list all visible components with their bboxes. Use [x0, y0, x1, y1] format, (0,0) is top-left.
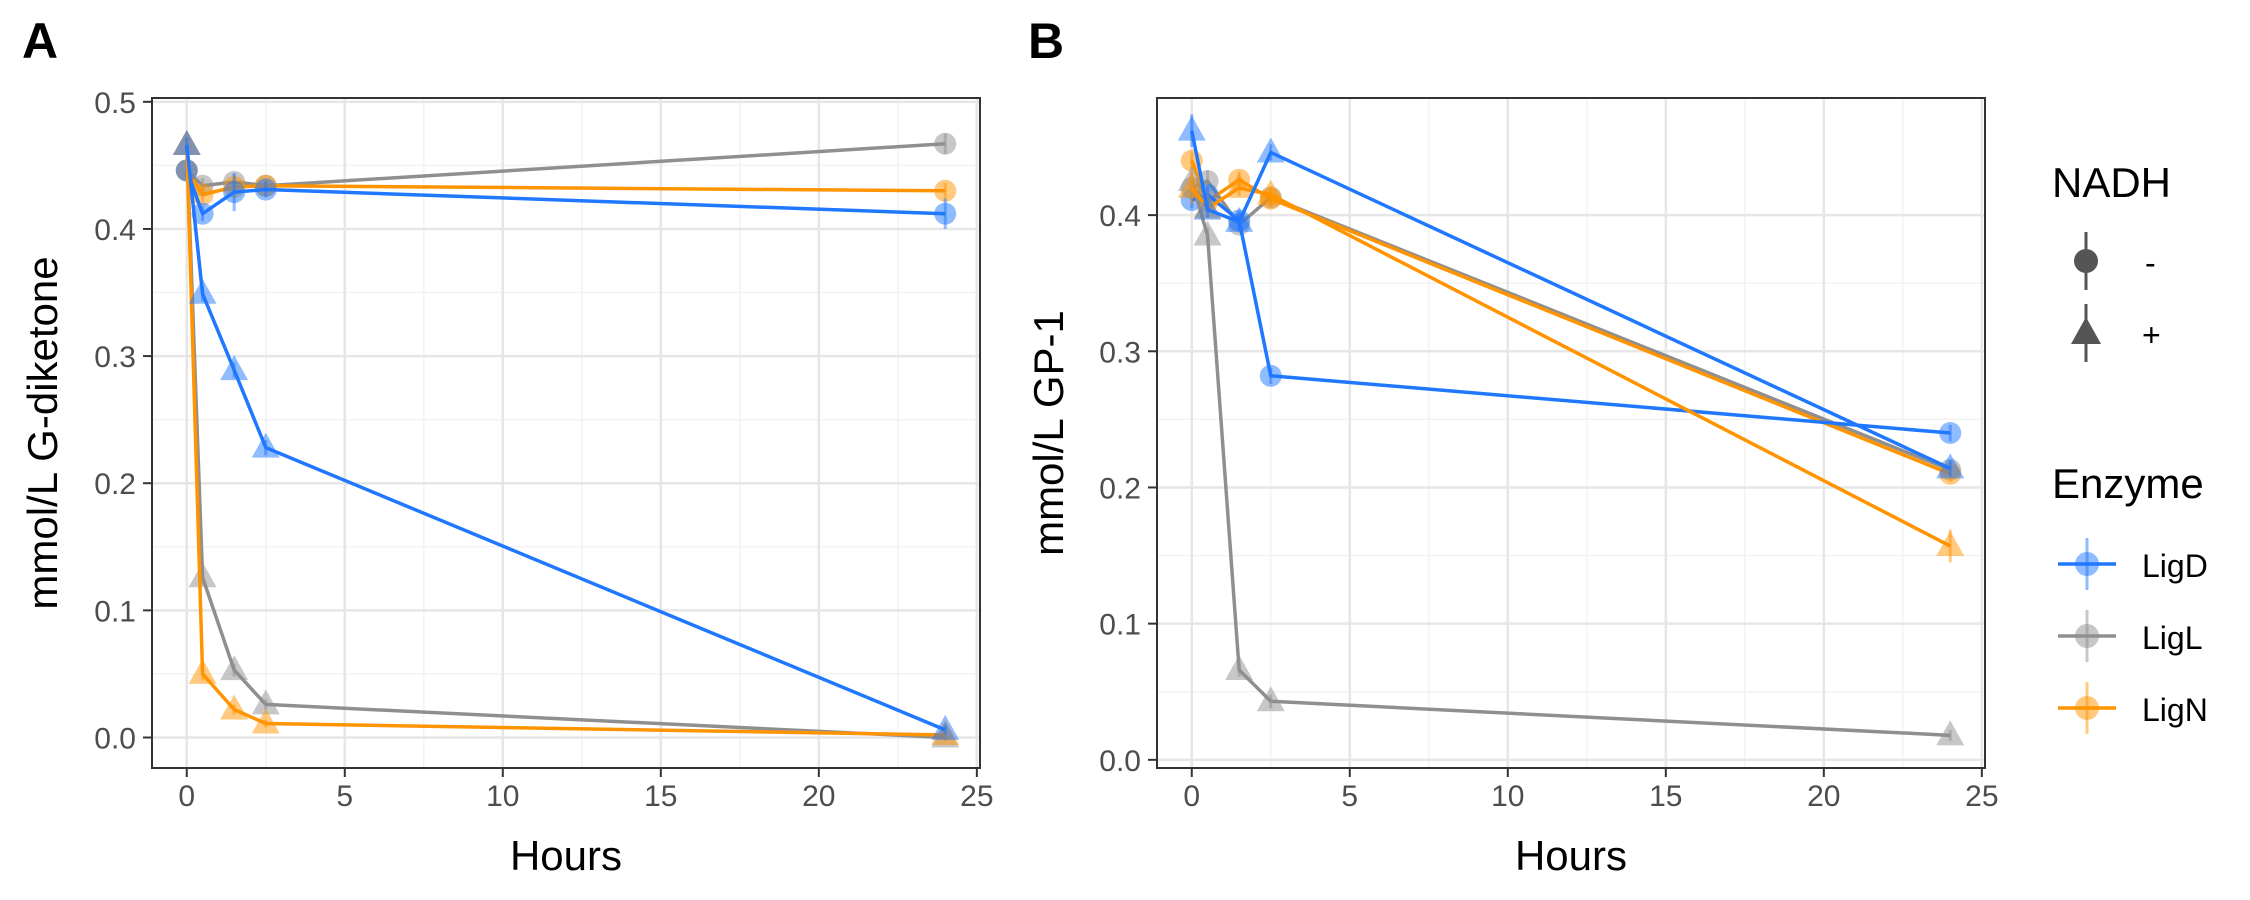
panel-a-x-axis-label: Hours — [510, 832, 622, 879]
panel-b-ligl-nadh-plus-point — [1936, 720, 1965, 746]
panel-a-ligd-nadh-minus-series — [175, 159, 957, 229]
panel-a-y-axis: 0.0 0.1 0.2 0.3 0.4 0.5 — [94, 87, 152, 755]
panel-b-x-tick-label: 5 — [1341, 780, 1358, 813]
legend-lign-circle-icon — [2075, 696, 2099, 720]
panel-a-y-tick-label: 0.4 — [94, 214, 136, 247]
panel-b-x-tick-label: 0 — [1183, 780, 1200, 813]
panel-a-x-tick-label: 5 — [336, 780, 353, 813]
panel-a-x-axis: 0 5 10 15 20 25 — [178, 768, 994, 813]
panel-a-ligl-nadh-plus-line — [185, 144, 946, 740]
panel-b-y-tick-label: 0.4 — [1099, 200, 1141, 233]
legend-ligd-circle-icon — [2075, 552, 2099, 576]
legend-enzyme-item-lign: LigN — [2058, 682, 2208, 734]
panel-b-y-tick-label: 0.0 — [1099, 745, 1141, 778]
legend-enzyme-item-ligl: LigL — [2058, 610, 2203, 662]
legend-circle-icon — [2074, 249, 2098, 273]
panel-a-x-tick-label: 25 — [960, 780, 993, 813]
panel-a-ligd-nadh-plus-series — [172, 130, 960, 740]
panel-b-y-tick-label: 0.1 — [1099, 609, 1141, 642]
panel-b-ligd-nadh-plus-point — [1936, 453, 1965, 479]
legend-triangle-icon — [2071, 317, 2101, 344]
panel-a-ligd-nadh-plus-line — [185, 144, 946, 732]
panel-b-plot-area — [1177, 114, 1965, 746]
legend-nadh-minus-label: - — [2145, 245, 2156, 281]
panel-b-y-axis: 0.0 0.1 0.2 0.3 0.4 — [1099, 200, 1157, 778]
panel-b-x-tick-label: 15 — [1649, 780, 1682, 813]
panel-a-plot-border — [151, 97, 981, 769]
panel-b: B 0 5 10 15 20 25 0.0 0.1 0.2 0.3 0.4 Hours mmol/… — [1025, 13, 1999, 879]
panel-b-lign-nadh-plus-point — [1177, 172, 1206, 198]
panel-b-ligd-nadh-plus-series — [1177, 114, 1965, 479]
panel-a-ligd-nadh-minus-line — [185, 169, 946, 216]
panel-b-y-tick-label: 0.2 — [1099, 472, 1141, 505]
panel-a-y-tick-label: 0.5 — [94, 87, 136, 120]
legend-nadh-plus-label: + — [2142, 317, 2161, 353]
panel-a-y-tick-label: 0.2 — [94, 468, 136, 501]
legend-ligl-circle-icon — [2075, 624, 2099, 648]
panel-a-x-tick-label: 0 — [178, 780, 195, 813]
legend-nadh-item-plus: + — [2071, 304, 2161, 362]
panel-a: A 0 5 10 15 20 25 0.0 0.1 0.2 0.3 0.4 0.5 Hours mm… — [19, 13, 994, 879]
panel-b-ligl-nadh-plus-point — [1256, 686, 1285, 712]
panel-b-y-tick-label: 0.3 — [1099, 336, 1141, 369]
panel-a-lign-nadh-plus-point — [251, 708, 280, 734]
panel-a-x-tick-label: 20 — [802, 780, 835, 813]
panel-b-x-axis: 0 5 10 15 20 25 — [1183, 768, 1999, 813]
panel-b-ligd-nadh-plus-line — [1190, 130, 1951, 470]
legend-ligl-label: LigL — [2142, 620, 2203, 656]
panel-b-x-tick-label: 20 — [1807, 780, 1840, 813]
panel-a-lign-nadh-plus-line — [185, 144, 946, 737]
legend-enzyme-item-ligd: LigD — [2058, 538, 2208, 590]
panel-b-plot-border — [1156, 97, 1986, 769]
legend-lign-label: LigN — [2142, 692, 2208, 728]
panel-a-ligd-nadh-plus-point — [172, 130, 201, 156]
panel-a-letter: A — [22, 13, 58, 69]
panel-a-y-axis-label: mmol/L G-diketone — [19, 256, 66, 609]
panel-b-ligd-nadh-plus-point — [1177, 115, 1206, 141]
panel-a-plot-area — [172, 130, 960, 748]
panel-a-y-tick-label: 0.0 — [94, 722, 136, 755]
panel-b-y-axis-label: mmol/L GP-1 — [1025, 310, 1072, 556]
panel-a-x-tick-label: 15 — [644, 780, 677, 813]
legend-nadh-title: NADH — [2052, 159, 2171, 206]
panel-b-x-tick-label: 10 — [1491, 780, 1524, 813]
legend: NADH - + Enzyme LigD LigL Lig — [2052, 159, 2208, 734]
legend-ligd-label: LigD — [2142, 548, 2208, 584]
panel-a-y-tick-label: 0.1 — [94, 595, 136, 628]
panel-a-grid — [152, 98, 980, 768]
panel-a-y-tick-label: 0.3 — [94, 341, 136, 374]
panel-a-x-tick-label: 10 — [486, 780, 519, 813]
legend-nadh-item-minus: - — [2074, 232, 2156, 290]
panel-b-x-axis-label: Hours — [1515, 832, 1627, 879]
panel-b-grid — [1157, 98, 1985, 768]
panel-b-letter: B — [1028, 13, 1064, 69]
legend-enzyme-title: Enzyme — [2052, 460, 2204, 507]
panel-a-ligd-nadh-plus-point — [931, 714, 960, 740]
panel-b-x-tick-label: 25 — [1965, 780, 1998, 813]
panel-b-lign-nadh-plus-line — [1190, 186, 1952, 548]
panel-b-lign-nadh-plus-point — [1936, 531, 1965, 557]
